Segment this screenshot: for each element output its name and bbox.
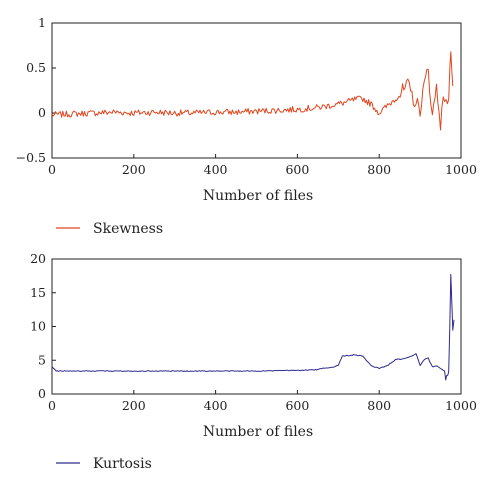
- skewness-plot-frame: [51, 22, 462, 159]
- legend-label-skewness: Skewness: [93, 221, 163, 237]
- skewness-x-tick-label: 400: [204, 162, 228, 177]
- skewness-series-line: [51, 51, 454, 131]
- skewness-y-tick-label: 1: [38, 15, 46, 30]
- kurtosis-x-tick-label: 400: [204, 398, 228, 413]
- skewness-x-tick-label: 1000: [445, 162, 477, 177]
- kurtosis-x-tick-label: 1000: [445, 398, 477, 413]
- kurtosis-y-ticks: 0 5 10 15 20: [30, 251, 56, 401]
- kurtosis-y-tick-label: 20: [30, 251, 46, 266]
- skewness-y-tick-label: 0: [38, 105, 46, 120]
- skewness-chart: 0 200 400 600 800 1000 −0.500.51 Number of fi…: [16, 15, 477, 237]
- kurtosis-x-tick-label: 0: [48, 398, 56, 413]
- kurtosis-chart: 0 200 400 600 800 1000 0 5 10 15 20 Number of fil…: [30, 251, 477, 472]
- kurtosis-x-tick-label: 800: [367, 398, 391, 413]
- kurtosis-x-tick-label: 600: [285, 398, 309, 413]
- skewness-x-tick-label: 200: [122, 162, 146, 177]
- skewness-y-ticks: −0.5 0 0.5 1: [16, 15, 56, 165]
- kurtosis-y-tick-label: 0: [38, 386, 46, 401]
- skewness-x-tick-label: 0: [48, 162, 56, 177]
- kurtosis-plot-frame: [51, 258, 462, 395]
- skewness-y-tick-label: 0.5: [26, 60, 46, 75]
- kurtosis-x-ticks: 0 200 400 600 800 1000: [48, 390, 477, 413]
- skewness-x-ticks: 0 200 400 600 800 1000: [48, 154, 477, 177]
- skewness-x-tick-label: 600: [285, 162, 309, 177]
- skewness-x-tick-label: 800: [367, 162, 391, 177]
- skewness-y-tick-label: −0.5: [16, 150, 46, 165]
- kurtosis-x-tick-label: 200: [122, 398, 146, 413]
- kurtosis-x-axis-title: Number of files: [203, 424, 313, 440]
- legend-label-kurtosis: Kurtosis: [93, 456, 152, 472]
- kurtosis-y-tick-label: 15: [30, 285, 46, 300]
- kurtosis-y-tick-label: 10: [30, 319, 46, 334]
- kurtosis-y-tick-label: 5: [38, 352, 46, 367]
- skewness-x-axis-title: Number of files: [203, 188, 313, 204]
- kurtosis-series-line: [51, 273, 455, 381]
